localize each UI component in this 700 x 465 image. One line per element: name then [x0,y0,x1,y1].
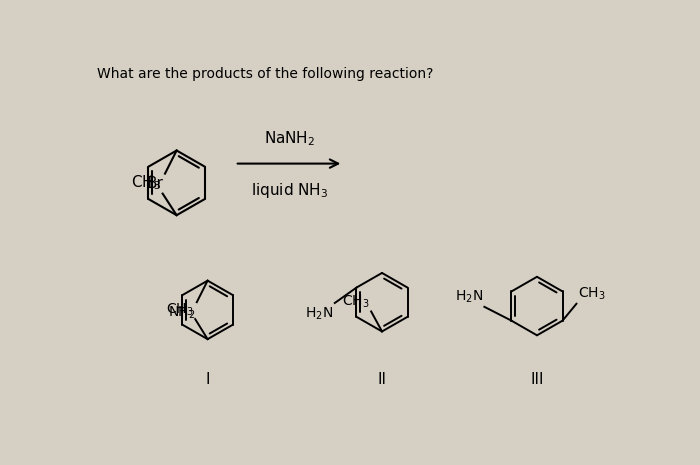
Text: CH$_3$: CH$_3$ [166,301,194,318]
Text: II: II [377,372,386,387]
Text: H$_2$N: H$_2$N [305,306,333,322]
Text: Br: Br [146,176,163,191]
Text: NH$_2$: NH$_2$ [167,305,195,321]
Text: H$_2$N: H$_2$N [455,289,483,306]
Text: CH$_3$: CH$_3$ [342,293,370,310]
Text: I: I [205,372,210,387]
Text: CH$_3$: CH$_3$ [578,286,606,302]
Text: What are the products of the following reaction?: What are the products of the following r… [97,66,433,80]
Text: III: III [531,372,544,387]
Text: NaNH$_2$: NaNH$_2$ [263,129,314,148]
Text: CH$_3$: CH$_3$ [131,173,161,192]
Text: liquid NH$_3$: liquid NH$_3$ [251,180,328,199]
